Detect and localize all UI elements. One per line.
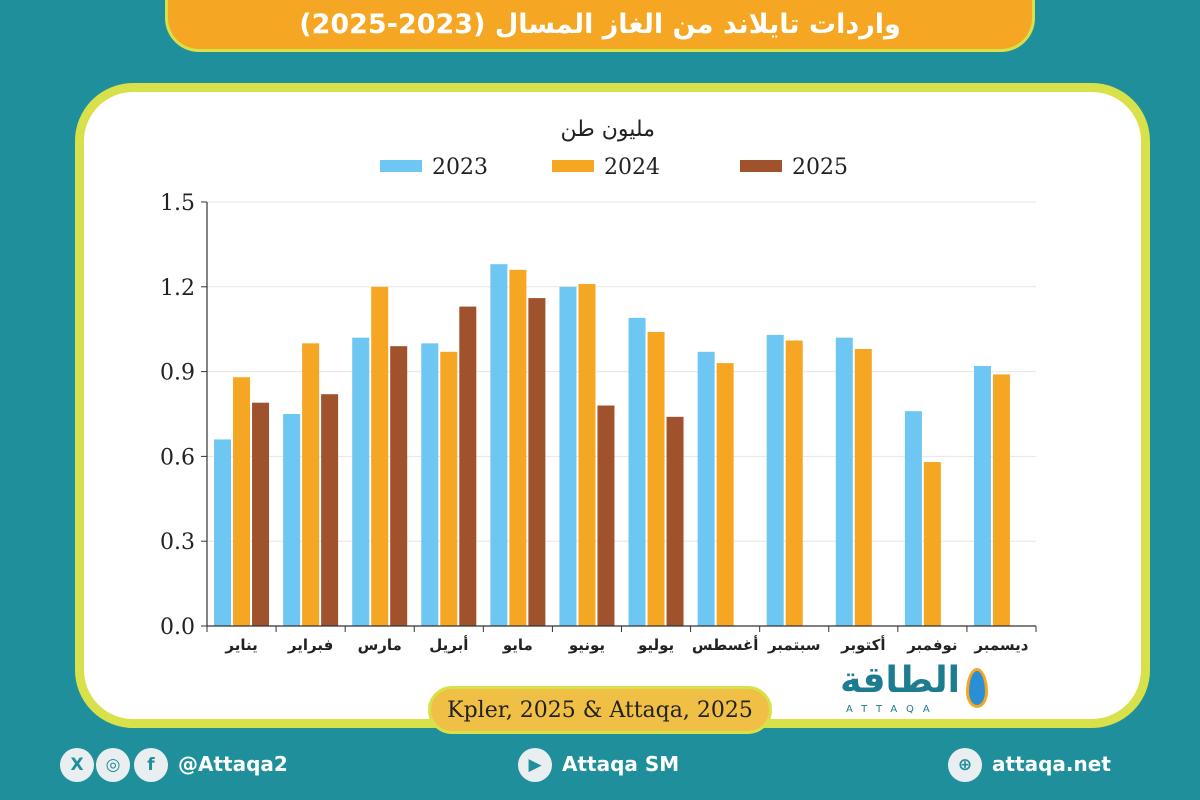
page-title: واردات تايلاند من الغاز المسال (2023-202… <box>299 9 901 40</box>
legend-label-2025: 2025 <box>792 155 848 180</box>
bar-2025-4 <box>459 306 477 626</box>
bar-2023-3 <box>352 337 370 626</box>
bar-2024-7 <box>647 332 665 626</box>
bar-2025-2 <box>321 394 339 626</box>
y-tick-label: 0.6 <box>160 445 195 470</box>
y-tick-label: 1.2 <box>160 276 195 301</box>
bar-2023-8 <box>697 351 715 626</box>
bar-2023-5 <box>490 264 508 626</box>
x-tick-label: نوفمبر <box>906 636 957 654</box>
social-handle[interactable]: @Attaqa2 <box>178 752 288 776</box>
bar-2023-11 <box>904 411 922 626</box>
x-tick-label: فبراير <box>287 636 333 654</box>
globe-icon[interactable]: ⊕ <box>948 748 982 782</box>
bar-2024-2 <box>302 343 320 626</box>
bar-2024-10 <box>854 348 872 626</box>
website-link[interactable]: attaqa.net <box>992 752 1111 776</box>
x-tick-label: مايو <box>502 636 533 654</box>
bar-2024-1 <box>233 377 251 626</box>
bar-2025-6 <box>597 405 615 626</box>
legend-swatch-2025 <box>740 160 782 172</box>
bar-2023-12 <box>973 365 991 626</box>
bar-2023-7 <box>628 317 646 626</box>
bar-2025-1 <box>252 402 270 626</box>
y-tick-label: 1.5 <box>160 191 195 216</box>
title-banner: واردات تايلاند من الغاز المسال (2023-202… <box>165 0 1035 52</box>
source-label: Kpler, 2025 & Attaqa, 2025 <box>428 686 772 734</box>
gridlines <box>207 201 1036 542</box>
x-tick-label: سبتمبر <box>767 636 821 654</box>
drop-icon <box>966 668 988 708</box>
x-axis: يناير فبراير مارس أبريل مايو يونيو يوليو أغسطس س… <box>206 625 1037 654</box>
legend-swatch-2024 <box>552 160 594 172</box>
brand-logo: الطاقة ATTAQA <box>838 660 988 720</box>
x-tick-label: يونيو <box>568 636 605 654</box>
instagram-icon[interactable]: ◎ <box>96 748 130 782</box>
bar-2023-2 <box>283 414 301 626</box>
brand-name-en: ATTAQA <box>846 704 939 715</box>
bar-2025-5 <box>528 298 546 626</box>
legend-swatch-2023 <box>380 160 422 172</box>
y-tick-label: 0.3 <box>160 530 195 555</box>
y-axis: 0.0 0.3 0.6 0.9 1.2 1.5 <box>160 191 208 640</box>
x-tick-label: ديسمبر <box>973 636 1028 654</box>
bar-2024-8 <box>716 363 734 626</box>
y-tick-label: 0.0 <box>160 615 195 640</box>
y-tick-label: 0.9 <box>160 361 195 386</box>
bar-2024-3 <box>371 286 389 626</box>
bar-2025-3 <box>390 346 408 626</box>
bar-2024-6 <box>578 283 596 626</box>
bar-2024-4 <box>440 351 458 626</box>
youtube-channel[interactable]: Attaqa SM <box>562 752 680 776</box>
bar-2023-10 <box>835 337 853 626</box>
bar-2024-12 <box>992 374 1010 626</box>
brand-name-ar: الطاقة <box>840 660 960 701</box>
x-tick-label: يناير <box>224 636 257 654</box>
bar-2023-1 <box>214 439 232 626</box>
youtube-icon[interactable]: ▶ <box>518 748 552 782</box>
bar-2025-7 <box>666 416 684 626</box>
bar-2023-4 <box>421 343 439 626</box>
bar-2024-5 <box>509 269 527 626</box>
bar-2024-9 <box>785 340 803 626</box>
x-tick-label: أبريل <box>429 635 468 654</box>
bars <box>214 264 1010 626</box>
x-tick-label: يوليو <box>637 636 674 654</box>
x-icon[interactable]: X <box>60 748 94 782</box>
x-tick-label: أغسطس <box>692 635 758 654</box>
facebook-icon[interactable]: f <box>134 748 168 782</box>
footer: X ◎ f @Attaqa2 ▶ Attaqa SM ⊕ attaqa.net <box>0 740 1200 790</box>
bar-2023-9 <box>766 334 784 626</box>
x-tick-label: أكتوبر <box>840 635 885 654</box>
bar-2024-11 <box>923 462 941 626</box>
legend: 2023 2024 2025 <box>380 155 848 180</box>
legend-label-2023: 2023 <box>432 155 488 180</box>
legend-label-2024: 2024 <box>604 155 660 180</box>
unit-label: مليون طن <box>561 117 655 142</box>
x-tick-label: مارس <box>358 636 402 654</box>
bar-2023-6 <box>559 286 577 626</box>
